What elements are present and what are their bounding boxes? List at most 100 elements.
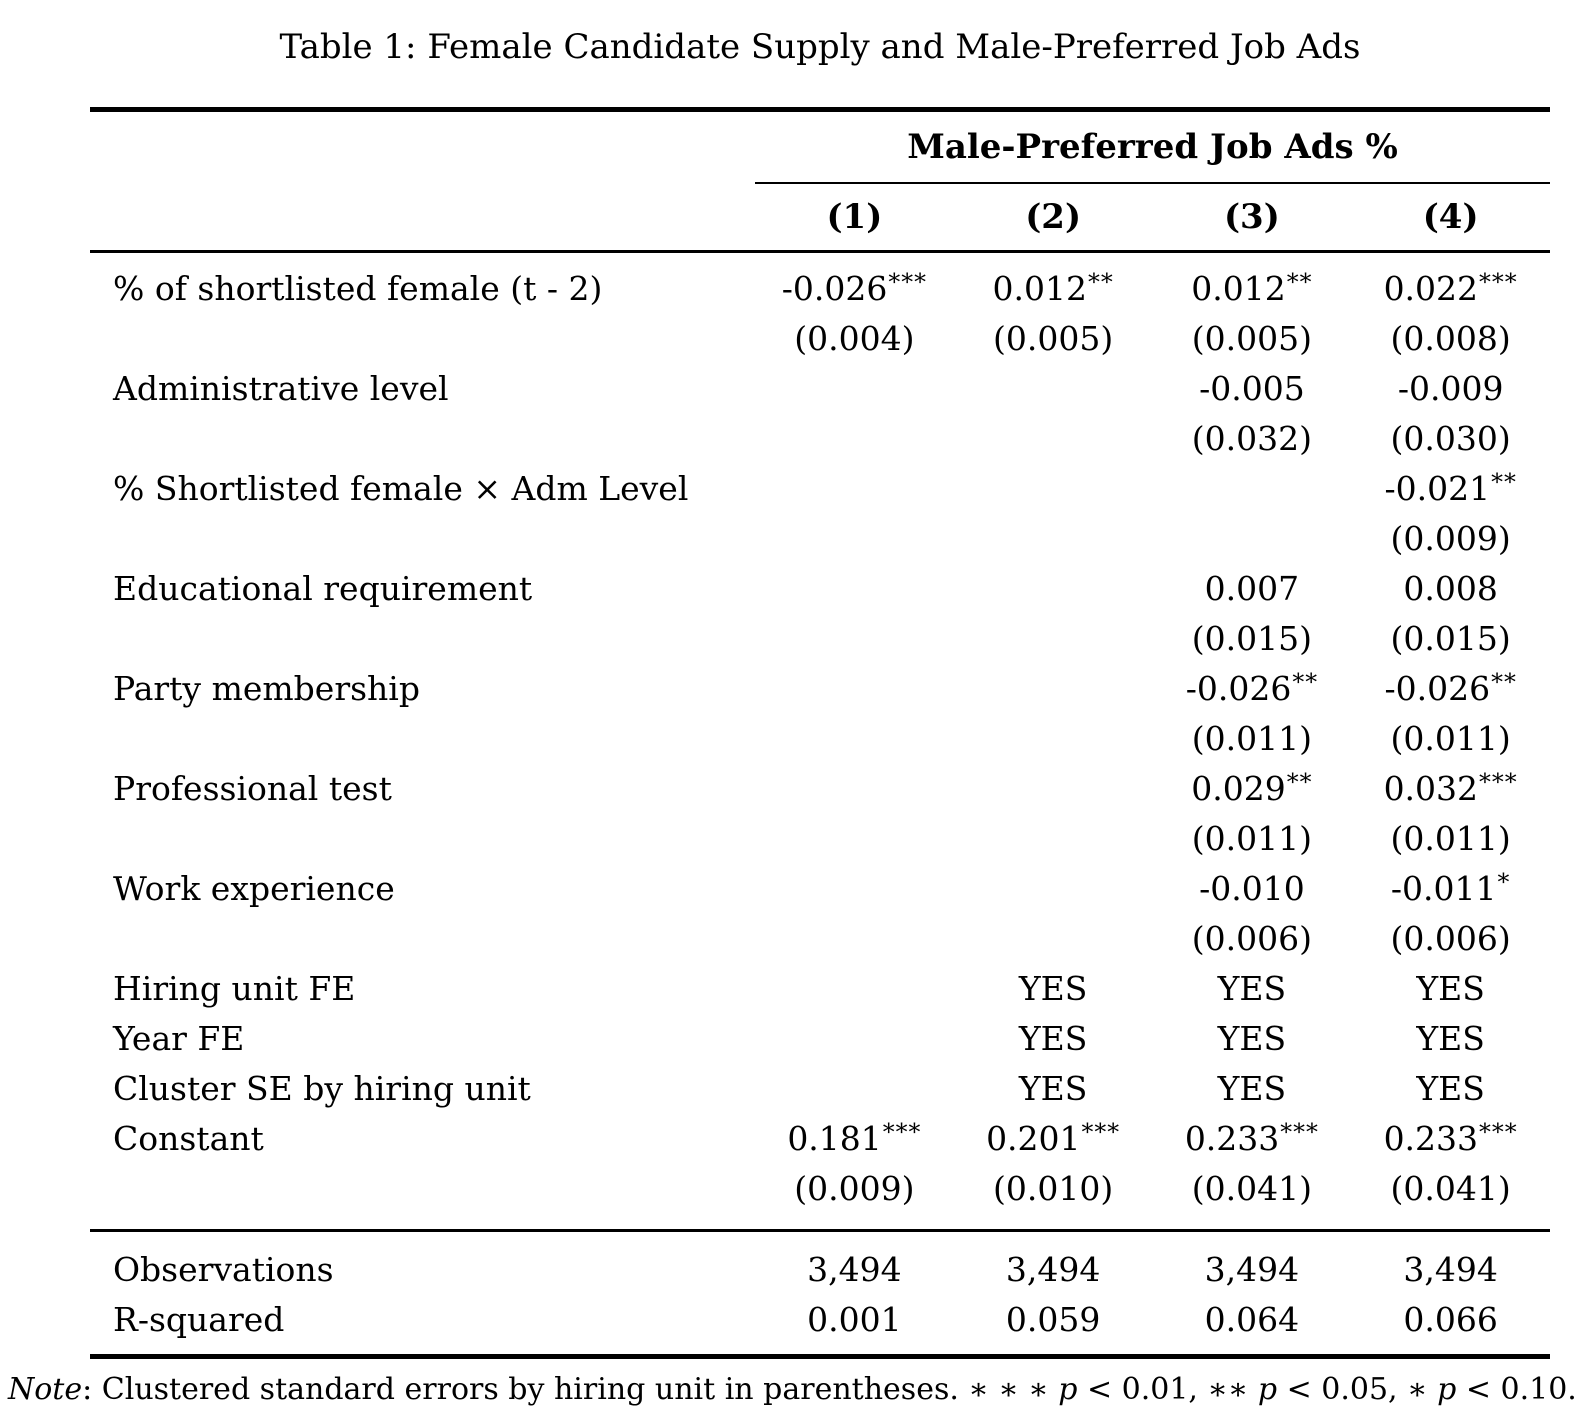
- stat-cell: 3,494: [1403, 1249, 1498, 1289]
- significance-stars: ***: [1479, 767, 1518, 796]
- table-row: Party membership -0.026** -0.026**: [90, 663, 1550, 713]
- note-italic-segment: p: [1437, 1372, 1457, 1407]
- significance-stars: **: [1491, 467, 1517, 496]
- stat-cell: 3,494: [807, 1249, 902, 1289]
- table-row: (0.009) (0.010) (0.041) (0.041): [90, 1163, 1550, 1213]
- coefficient-cell: YES: [1217, 968, 1287, 1008]
- column-number-2: (2): [1025, 197, 1082, 237]
- table-row: R-squared 0.001 0.059 0.064 0.066: [90, 1294, 1550, 1344]
- row-label: Hiring unit FE: [113, 968, 356, 1008]
- table-row: Work experience -0.010 -0.011*: [90, 863, 1550, 913]
- note-segment: < 0.05, ∗: [1277, 1372, 1438, 1407]
- cmidrule: [755, 182, 1550, 184]
- standard-error-cell: (0.011): [1390, 818, 1511, 858]
- coefficient-cell: -0.010: [1199, 868, 1305, 908]
- standard-error-cell: (0.004): [794, 318, 915, 358]
- table-row: (0.011) (0.011): [90, 713, 1550, 763]
- coefficient-cell: -0.026**: [1185, 667, 1319, 708]
- coefficient-cell: -0.011*: [1390, 867, 1511, 908]
- stat-cell: 3,494: [1204, 1249, 1300, 1289]
- standard-error-cell: (0.032): [1191, 418, 1312, 458]
- standard-error-cell: (0.030): [1390, 418, 1511, 458]
- table-row: (0.006) (0.006): [90, 913, 1550, 963]
- stat-cell: 0.064: [1204, 1299, 1300, 1339]
- row-label: % Shortlisted female × Adm Level: [113, 468, 689, 508]
- coefficient-cell: 0.181***: [787, 1117, 922, 1158]
- standard-error-cell: (0.015): [1390, 618, 1511, 658]
- note-segment: : Clustered standard errors by hiring un…: [82, 1372, 1059, 1407]
- significance-stars: ***: [1280, 1117, 1319, 1146]
- coefficient-cell: 0.022***: [1383, 267, 1518, 308]
- significance-stars: **: [1286, 267, 1313, 296]
- cmidrule-spacer: [90, 182, 755, 184]
- coefficient-cell: -0.026***: [781, 267, 927, 308]
- stat-cell: 3,494: [1005, 1249, 1101, 1289]
- note-segment: < 0.10.: [1456, 1372, 1577, 1407]
- table-row: (0.032) (0.030): [90, 413, 1550, 463]
- row-label: Cluster SE by hiring unit: [113, 1068, 531, 1108]
- table-row: (0.004) (0.005) (0.005) (0.008): [90, 313, 1550, 363]
- standard-error-cell: (0.006): [1191, 918, 1312, 958]
- table-row: (0.011) (0.011): [90, 813, 1550, 863]
- bottom-rule: [90, 1354, 1550, 1359]
- table-row: Hiring unit FE YES YES YES: [90, 963, 1550, 1013]
- significance-stars: **: [1087, 267, 1114, 296]
- standard-error-cell: (0.041): [1191, 1168, 1312, 1208]
- standard-error-cell: (0.009): [1390, 518, 1511, 558]
- coefficient-cell: -0.026**: [1384, 667, 1517, 708]
- standard-error-cell: (0.015): [1191, 618, 1312, 658]
- table-row: Professional test 0.029** 0.032***: [90, 763, 1550, 813]
- table-row: Educational requirement 0.007 0.008: [90, 563, 1550, 613]
- coefficient-cell: 0.012**: [1191, 267, 1313, 308]
- table-row: Cluster SE by hiring unit YES YES YES: [90, 1063, 1550, 1113]
- standard-error-cell: (0.009): [794, 1168, 915, 1208]
- note-italic-segment: p: [1257, 1372, 1278, 1407]
- row-label: Observations: [113, 1249, 334, 1289]
- row-label: Party membership: [113, 668, 420, 708]
- midrule: [90, 1229, 1550, 1232]
- significance-stars: *: [1497, 867, 1511, 896]
- significance-stars: ***: [882, 1117, 922, 1146]
- significance-stars: ***: [1479, 267, 1518, 296]
- row-label: Work experience: [113, 868, 395, 908]
- coefficient-cell: 0.007: [1204, 568, 1300, 608]
- standard-error-cell: (0.011): [1191, 818, 1312, 858]
- row-label: Constant: [113, 1118, 264, 1158]
- table-row: % of shortlisted female (t - 2) -0.026***…: [90, 263, 1550, 313]
- column-numbers-row: (1) (2) (3) (4): [90, 184, 1550, 250]
- coefficient-cell: -0.005: [1199, 368, 1305, 408]
- regression-table: Table 1: Female Candidate Supply and Mal…: [90, 0, 1550, 1359]
- note-italic-segment: p: [1058, 1372, 1078, 1407]
- coefficient-cell: YES: [1018, 968, 1088, 1008]
- coefficient-cell: 0.008: [1403, 568, 1498, 608]
- column-number-4: (4): [1422, 197, 1479, 237]
- table-row: (0.009): [90, 513, 1550, 563]
- stat-cell: 0.059: [1005, 1299, 1101, 1339]
- coefficient-cell: YES: [1217, 1018, 1287, 1058]
- significance-stars: **: [1491, 667, 1517, 696]
- row-label: Professional test: [113, 768, 392, 808]
- row-label: Educational requirement: [113, 568, 533, 608]
- coefficient-cell: YES: [1018, 1068, 1088, 1108]
- coefficient-cell: 0.029**: [1191, 767, 1313, 808]
- coefficient-cell: 0.201***: [986, 1117, 1121, 1158]
- significance-stars: ***: [1081, 1117, 1121, 1146]
- column-number-1: (1): [826, 197, 883, 237]
- significance-stars: ***: [1479, 1117, 1518, 1146]
- standard-error-cell: (0.011): [1390, 718, 1511, 758]
- note-italic-segment: Note: [8, 1372, 83, 1407]
- standard-error-cell: (0.010): [993, 1168, 1114, 1208]
- table-body: % of shortlisted female (t - 2) -0.026***…: [90, 253, 1550, 1229]
- standard-error-cell: (0.005): [1191, 318, 1312, 358]
- coefficient-cell: YES: [1416, 968, 1485, 1008]
- row-label: R-squared: [113, 1299, 285, 1339]
- coefficient-cell: 0.012**: [992, 267, 1114, 308]
- significance-stars: ***: [888, 267, 927, 296]
- row-label: Year FE: [113, 1018, 245, 1058]
- coefficient-cell: 0.233***: [1383, 1117, 1518, 1158]
- column-number-3: (3): [1223, 197, 1280, 237]
- standard-error-cell: (0.005): [993, 318, 1114, 358]
- table-row: Year FE YES YES YES: [90, 1013, 1550, 1063]
- table-row: Administrative level -0.005 -0.009: [90, 363, 1550, 413]
